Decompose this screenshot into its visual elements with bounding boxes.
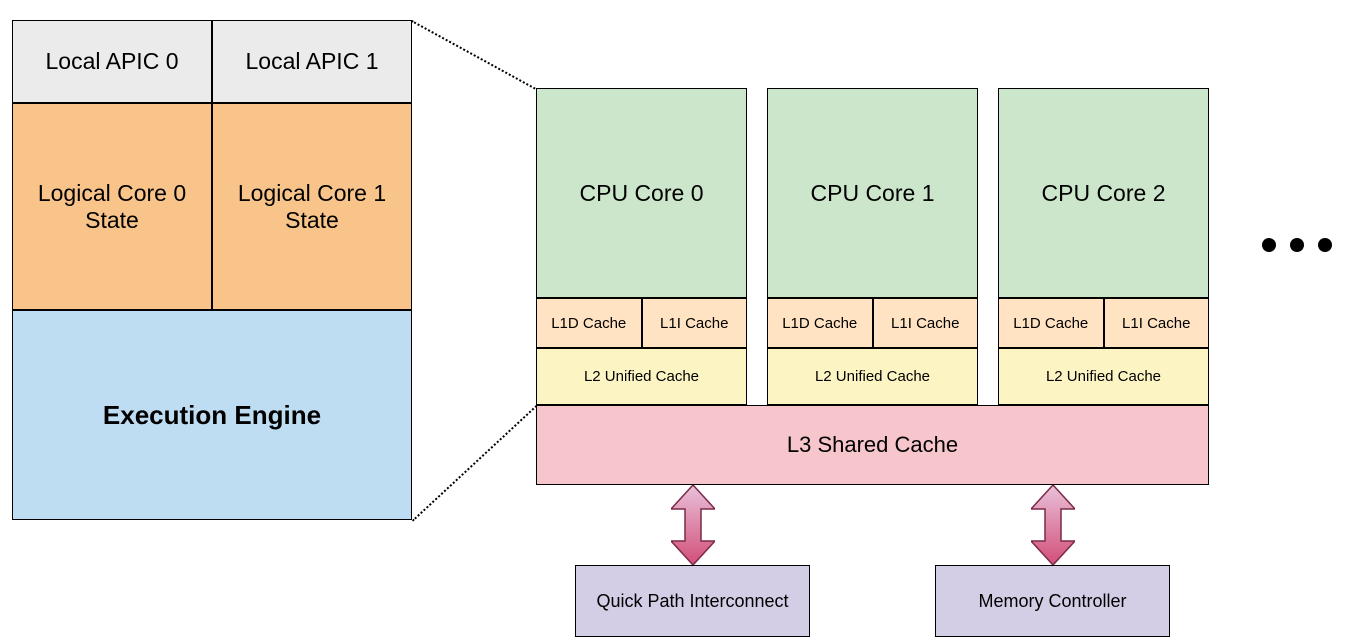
l1d-cache-box-2: L1D Cache: [998, 298, 1104, 348]
cpu-core-box-0: CPU Core 0: [536, 88, 747, 298]
l3-label: L3 Shared Cache: [787, 432, 958, 458]
apic-box-0: Local APIC 0: [12, 20, 212, 103]
l3-cache-box: L3 Shared Cache: [536, 405, 1209, 485]
qpi-box: Quick Path Interconnect: [575, 565, 810, 637]
connector-dotted-top: [411, 20, 536, 90]
l1d-cache-box-0: L1D Cache: [536, 298, 642, 348]
logical-core-box-1: Logical Core 1 State: [212, 103, 412, 310]
logical-core-box-0: Logical Core 0 State: [12, 103, 212, 310]
bidir-arrow-1: [1031, 485, 1075, 565]
cpu-core-box-1: CPU Core 1: [767, 88, 978, 298]
l1i-cache-box-1: L1I Cache: [873, 298, 979, 348]
ellipsis-dot: [1262, 238, 1276, 252]
connector-dotted-bottom: [412, 405, 537, 521]
bidir-arrow-0: [671, 485, 715, 565]
execution-engine-box: Execution Engine: [12, 310, 412, 520]
memory-controller-box: Memory Controller: [935, 565, 1170, 637]
ellipsis-dot: [1318, 238, 1332, 252]
l2-cache-box-2: L2 Unified Cache: [998, 348, 1209, 405]
l1d-cache-box-1: L1D Cache: [767, 298, 873, 348]
l1i-cache-box-2: L1I Cache: [1104, 298, 1210, 348]
cpu-core-box-2: CPU Core 2: [998, 88, 1209, 298]
l2-cache-box-0: L2 Unified Cache: [536, 348, 747, 405]
ellipsis-dot: [1290, 238, 1304, 252]
apic-box-1: Local APIC 1: [212, 20, 412, 103]
l2-cache-box-1: L2 Unified Cache: [767, 348, 978, 405]
l1i-cache-box-0: L1I Cache: [642, 298, 748, 348]
